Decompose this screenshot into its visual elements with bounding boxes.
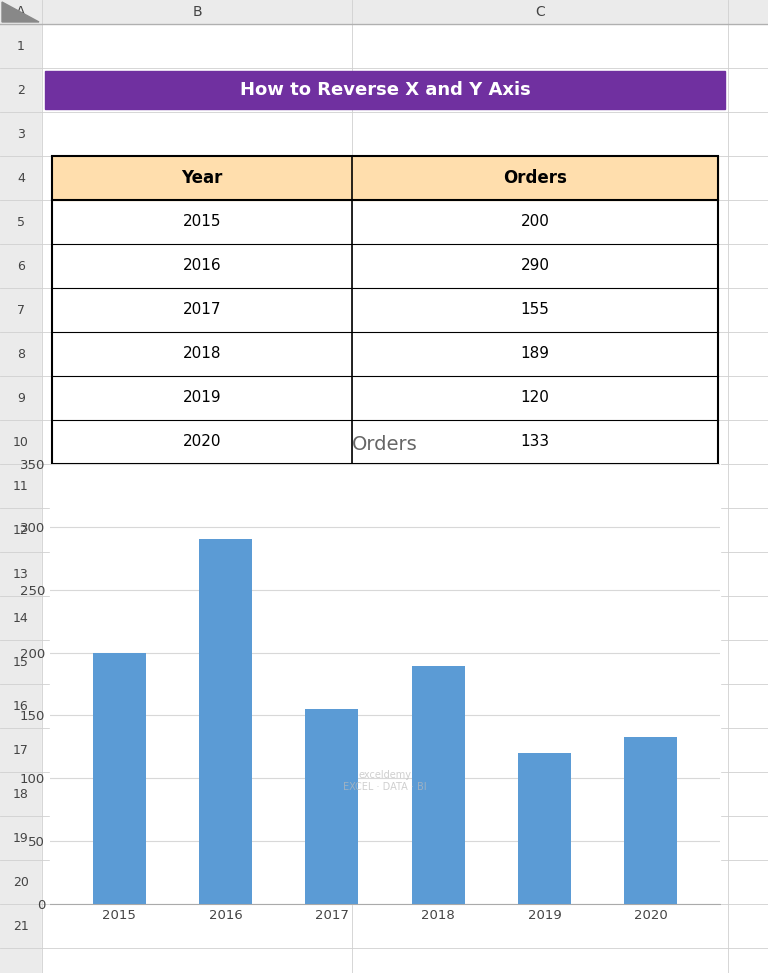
Text: 2019: 2019 xyxy=(183,390,221,406)
Text: 6: 6 xyxy=(17,260,25,272)
Bar xyxy=(352,156,718,200)
Text: 3: 3 xyxy=(17,127,25,140)
Text: 2016: 2016 xyxy=(183,259,221,273)
Bar xyxy=(52,156,718,464)
Text: 2018: 2018 xyxy=(183,346,221,362)
Bar xyxy=(305,709,359,904)
Text: 16: 16 xyxy=(13,700,29,712)
Text: 133: 133 xyxy=(521,435,550,450)
Text: 19: 19 xyxy=(13,832,29,845)
Text: 10: 10 xyxy=(13,436,29,449)
Text: 15: 15 xyxy=(13,656,29,668)
Bar xyxy=(52,156,352,200)
Bar xyxy=(0,0,768,24)
Text: 11: 11 xyxy=(13,480,29,492)
Text: How to Reverse X and Y Axis: How to Reverse X and Y Axis xyxy=(240,81,531,99)
Text: 14: 14 xyxy=(13,611,29,625)
Bar xyxy=(45,71,725,109)
Text: 20: 20 xyxy=(13,876,29,888)
Text: 189: 189 xyxy=(521,346,549,362)
Text: 13: 13 xyxy=(13,567,29,581)
Text: A: A xyxy=(16,5,26,19)
Bar xyxy=(624,737,677,904)
Text: 21: 21 xyxy=(13,919,29,932)
Text: 155: 155 xyxy=(521,303,549,317)
Text: 120: 120 xyxy=(521,390,549,406)
Text: 9: 9 xyxy=(17,391,25,405)
Text: 8: 8 xyxy=(17,347,25,361)
Text: C: C xyxy=(535,5,545,19)
Text: 12: 12 xyxy=(13,523,29,536)
Bar xyxy=(199,539,252,904)
Text: 290: 290 xyxy=(521,259,549,273)
Text: 5: 5 xyxy=(17,215,25,229)
Text: 1: 1 xyxy=(17,40,25,53)
Polygon shape xyxy=(2,2,39,22)
Text: 7: 7 xyxy=(17,304,25,316)
Text: Year: Year xyxy=(181,169,223,187)
Bar xyxy=(92,653,146,904)
Text: Orders: Orders xyxy=(503,169,567,187)
Bar xyxy=(50,464,720,904)
Bar xyxy=(412,667,465,904)
Text: exceldemy
EXCEL · DATA · BI: exceldemy EXCEL · DATA · BI xyxy=(343,770,427,792)
Text: 2020: 2020 xyxy=(183,435,221,450)
Bar xyxy=(518,753,571,904)
Text: 200: 200 xyxy=(521,214,549,230)
Text: 4: 4 xyxy=(17,171,25,185)
Bar xyxy=(0,0,42,973)
Text: 2017: 2017 xyxy=(183,303,221,317)
Text: B: B xyxy=(192,5,202,19)
Text: 17: 17 xyxy=(13,743,29,756)
Title: Orders: Orders xyxy=(352,435,418,454)
Text: 2015: 2015 xyxy=(183,214,221,230)
Text: 2: 2 xyxy=(17,84,25,96)
Text: 18: 18 xyxy=(13,787,29,801)
